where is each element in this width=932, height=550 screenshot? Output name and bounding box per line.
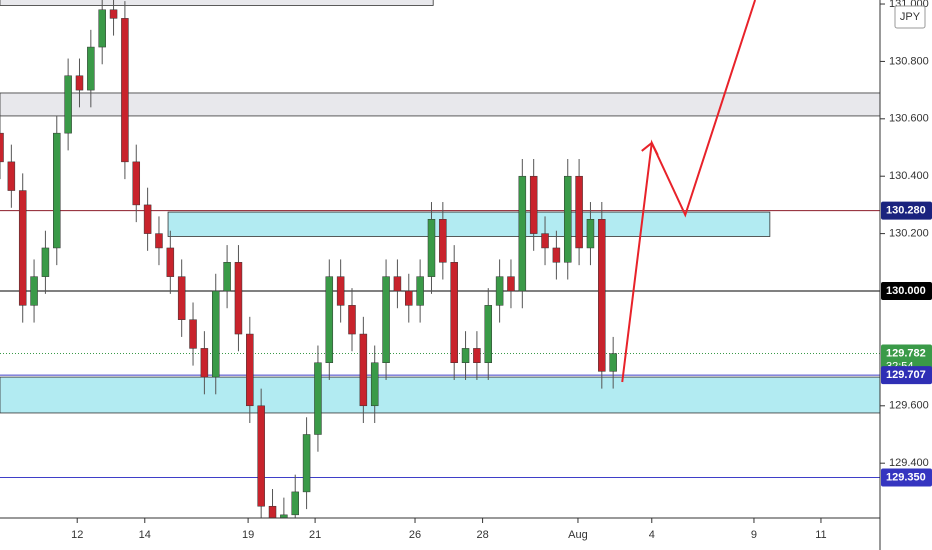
y-tick-label: 129.400	[889, 457, 929, 469]
candle-body	[291, 491, 299, 516]
candle-body	[75, 75, 84, 91]
candle-body	[609, 353, 617, 372]
candle-body	[268, 505, 277, 518]
zone	[0, 0, 434, 6]
candle-body	[563, 175, 572, 263]
candle-body	[382, 276, 390, 363]
candle-body	[166, 247, 175, 277]
candle-body	[598, 219, 606, 372]
y-tick-label: 130.600	[889, 113, 929, 125]
y-tick-label: 131.000	[889, 0, 929, 10]
candle-body	[189, 319, 197, 349]
y-tick-label: 130.400	[889, 170, 929, 182]
y-tick-label: 129.600	[889, 400, 929, 412]
level-label: 129.350	[886, 471, 926, 483]
candle-body	[18, 190, 27, 306]
candle-body	[41, 247, 50, 277]
x-tick-label: Aug	[568, 529, 588, 541]
candle-body	[586, 219, 595, 249]
candle-body	[302, 434, 311, 493]
level-label-box	[881, 281, 932, 300]
y-tick-label: 130.800	[889, 55, 929, 67]
candle-body	[177, 276, 186, 320]
x-tick-label: 28	[476, 529, 488, 541]
candle-body	[109, 9, 118, 19]
candle-body	[450, 262, 458, 363]
candle-body	[121, 18, 129, 163]
candle-body	[405, 290, 413, 306]
candle-body	[7, 161, 16, 191]
candle-body	[336, 276, 345, 306]
x-tick-label: 26	[409, 529, 421, 541]
candle-body	[200, 348, 209, 378]
candle-body	[461, 348, 470, 363]
candle-body	[87, 46, 95, 91]
candle-body	[314, 362, 322, 435]
candle-body	[427, 219, 436, 277]
level-label-box	[881, 468, 932, 487]
zone	[0, 92, 880, 117]
candle-body	[64, 75, 72, 134]
level-label: 130.280	[886, 205, 926, 217]
currency-box	[894, 5, 926, 29]
candle-body	[246, 333, 254, 407]
x-tick-label: 4	[649, 529, 655, 541]
candle-body	[495, 276, 504, 306]
candle-body	[223, 262, 231, 292]
x-tick-label: 11	[815, 529, 826, 541]
arrow-head	[641, 141, 659, 156]
candle-body	[575, 175, 583, 249]
plot-area	[0, 0, 880, 518]
y-tick-label: 130.200	[889, 228, 929, 240]
level-label: 130.000	[886, 285, 926, 297]
candle-body	[0, 132, 4, 163]
x-tick-label: 12	[71, 529, 83, 541]
candle-body	[257, 405, 265, 507]
candle-body	[348, 305, 356, 335]
candle-body	[529, 175, 538, 234]
x-tick-label: 9	[751, 529, 757, 541]
currency: JPY	[900, 11, 921, 23]
arrow-path	[621, 0, 757, 383]
candle-body	[132, 161, 141, 206]
candle-body	[439, 219, 447, 263]
candle-body	[211, 290, 220, 378]
x-tick-label: 14	[139, 529, 151, 541]
level-label-box	[881, 366, 932, 385]
level-label: 129.782	[886, 347, 926, 359]
candle-body	[541, 233, 549, 249]
candle-body	[359, 333, 368, 407]
candle-body	[416, 276, 424, 306]
x-tick-label: 19	[242, 529, 254, 541]
axes: 131.000 130.800 130.600 130.400 130.200 129.6…	[71, 0, 932, 541]
candle-body	[552, 247, 561, 263]
candle-body	[155, 233, 163, 249]
level-label-box	[881, 201, 932, 220]
candle-body	[325, 276, 334, 363]
candle-body	[393, 276, 402, 292]
zone	[167, 211, 771, 237]
candle-body	[370, 362, 379, 407]
candle-body	[143, 204, 152, 234]
zone	[0, 376, 880, 414]
candle-body	[507, 276, 515, 292]
candle-body	[518, 175, 527, 292]
candle-body	[98, 9, 106, 48]
candle-body	[53, 132, 61, 249]
candle-body	[30, 276, 38, 306]
candle-body	[234, 262, 243, 335]
candle-body	[484, 305, 493, 363]
candle-body	[473, 348, 481, 363]
x-tick-label: 21	[309, 529, 321, 541]
level-label: 129.707	[886, 369, 926, 381]
